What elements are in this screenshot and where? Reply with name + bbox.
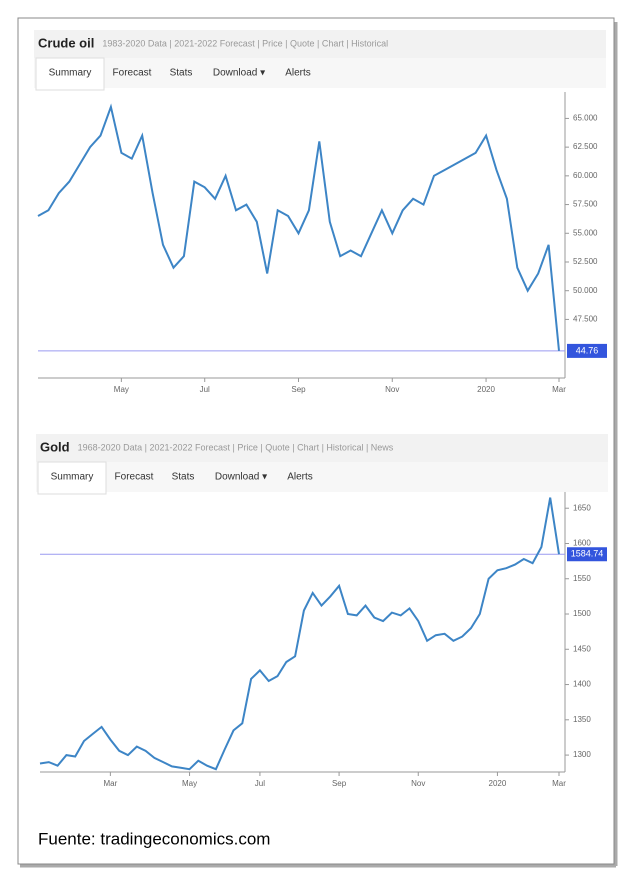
chart-title: Gold: [40, 439, 70, 454]
x-tick-label: Mar: [552, 385, 566, 394]
last-value-label: 44.76: [576, 345, 599, 355]
line: [39, 497, 560, 771]
header-bar: [36, 434, 608, 462]
tab-active[interactable]: [37, 461, 107, 495]
y-tick-label: 55.000: [573, 228, 598, 237]
x-tick-label: 2020: [477, 385, 495, 394]
y-tick-label: 57.500: [573, 200, 598, 209]
y-tick-label: 1450: [573, 644, 591, 653]
y-tick-label: 62.500: [573, 142, 598, 151]
x-tick-label: Mar: [103, 779, 117, 788]
tab-bar: [36, 462, 608, 492]
tab[interactable]: Stats: [172, 472, 195, 483]
tab[interactable]: Alerts: [285, 68, 311, 79]
x-tick-label: Jul: [200, 385, 210, 394]
x-tick-label: Sep: [332, 779, 347, 788]
y-tick-label: 1500: [573, 609, 591, 618]
x-tick-label: Sep: [291, 385, 306, 394]
y-tick-label: 60.000: [573, 171, 598, 180]
header-bar: [34, 30, 606, 58]
line: [37, 103, 560, 351]
x-tick-label: May: [114, 385, 129, 394]
tab[interactable]: Forecast: [113, 68, 152, 79]
y-tick-label: 1350: [573, 715, 591, 724]
y-tick-label: 65.000: [573, 114, 598, 123]
y-tick-label: 52.500: [573, 257, 598, 266]
tab[interactable]: Summary: [51, 472, 94, 483]
chart-subtitle: 1968-2020 Data | 2021-2022 Forecast | Pr…: [78, 442, 394, 452]
last-value-label: 1584.74: [571, 549, 604, 559]
x-tick-label: Nov: [385, 385, 399, 394]
x-tick-label: 2020: [489, 779, 507, 788]
tab[interactable]: Alerts: [287, 472, 313, 483]
chart-title: Crude oil: [38, 35, 94, 50]
tab-bar: [34, 58, 606, 88]
x-tick-label: May: [182, 779, 197, 788]
x-tick-label: Nov: [411, 779, 425, 788]
y-tick-label: 50.000: [573, 286, 598, 295]
y-tick-label: 1300: [573, 750, 591, 759]
y-tick-label: 1400: [573, 680, 591, 689]
y-tick-label: 47.500: [573, 315, 598, 324]
tab[interactable]: Download ▾: [215, 472, 267, 483]
tab[interactable]: Stats: [170, 68, 193, 79]
source: Fuente: tradingeconomics.com: [38, 829, 270, 848]
tab-active[interactable]: [35, 57, 105, 91]
y-tick-label: 1550: [573, 574, 591, 583]
x-tick-label: Mar: [552, 779, 566, 788]
tab[interactable]: Download ▾: [213, 68, 265, 79]
y-tick-label: 1600: [573, 539, 591, 548]
y-tick-label: 1650: [573, 503, 591, 512]
tab[interactable]: Forecast: [115, 472, 154, 483]
chart-subtitle: 1983-2020 Data | 2021-2022 Forecast | Pr…: [102, 38, 388, 48]
tab[interactable]: Summary: [49, 68, 92, 79]
last-value-box: [567, 343, 607, 358]
x-tick-label: Jul: [255, 779, 265, 788]
last-value-box: [567, 547, 607, 562]
